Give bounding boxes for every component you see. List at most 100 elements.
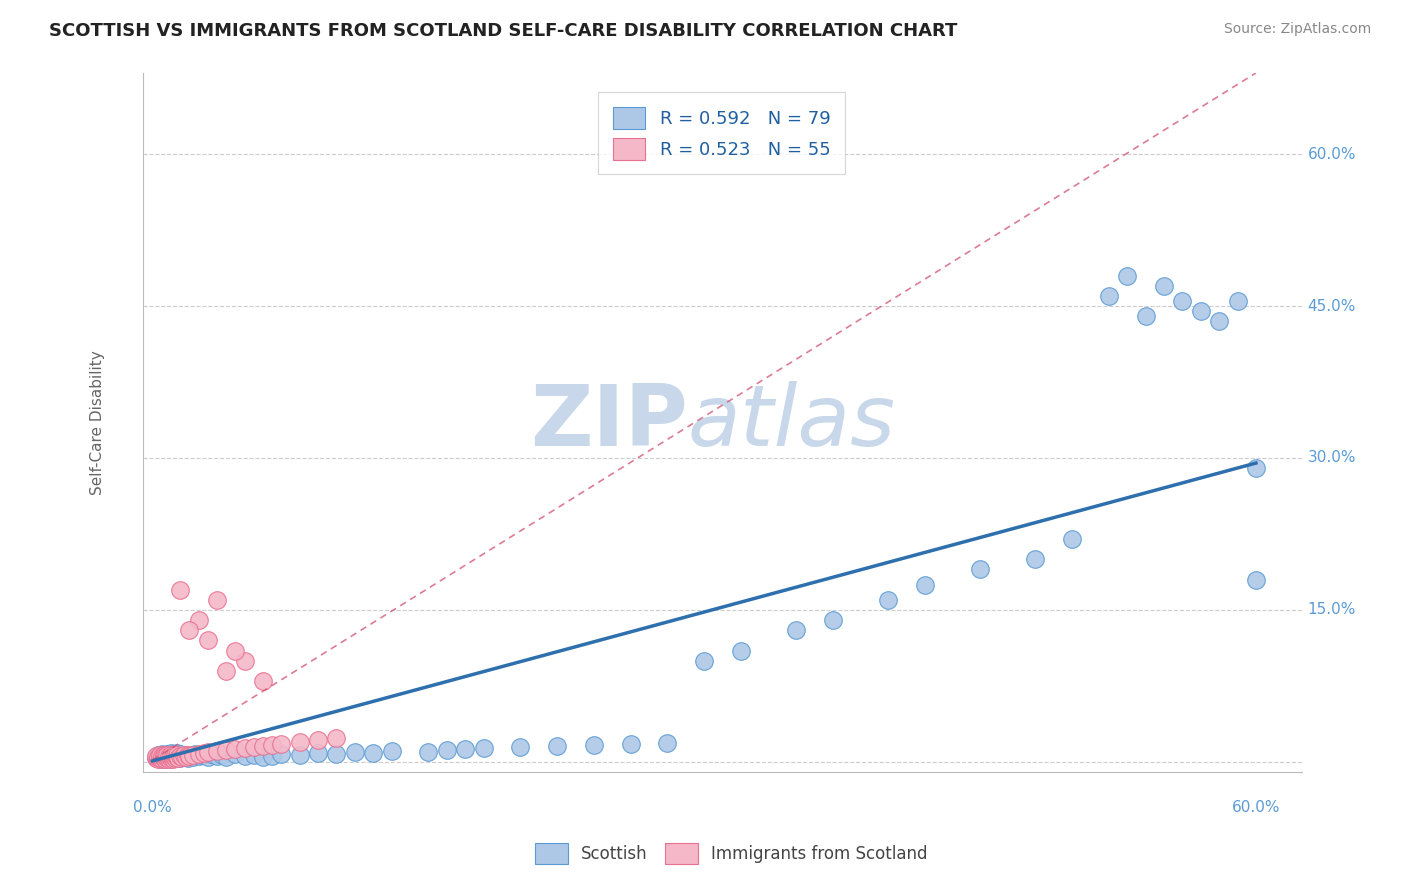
Point <box>242 747 264 762</box>
Point <box>160 752 183 766</box>
Point <box>157 752 180 766</box>
Point <box>176 747 198 762</box>
Point <box>145 750 167 764</box>
Point <box>215 664 238 678</box>
Point <box>170 748 193 763</box>
Text: 60.0%: 60.0% <box>1232 800 1281 815</box>
Point <box>215 750 238 764</box>
Point <box>1226 293 1249 308</box>
Point <box>224 643 246 657</box>
Point <box>205 748 228 763</box>
Point <box>418 745 440 759</box>
Point <box>233 748 256 763</box>
Point <box>191 747 214 762</box>
Point <box>211 747 233 762</box>
Text: atlas: atlas <box>688 381 896 464</box>
Point <box>162 748 184 763</box>
Point <box>169 748 191 763</box>
Point <box>1153 278 1175 293</box>
Point <box>176 751 198 765</box>
Point <box>1116 268 1139 283</box>
Point <box>160 751 183 765</box>
Point <box>307 746 329 760</box>
Point <box>156 751 179 765</box>
Point <box>1189 304 1212 318</box>
Point <box>146 747 169 762</box>
Point <box>1060 532 1083 546</box>
Point <box>146 752 169 766</box>
Point <box>187 613 209 627</box>
Point <box>163 750 186 764</box>
Text: ZIP: ZIP <box>530 381 688 464</box>
Point <box>179 624 201 638</box>
Point <box>914 577 936 591</box>
Point <box>150 752 173 766</box>
Point <box>163 747 186 762</box>
Point <box>181 747 204 762</box>
Point <box>157 750 180 764</box>
Point <box>325 731 347 745</box>
Point <box>620 737 643 751</box>
Point <box>242 739 264 754</box>
Point <box>166 748 188 763</box>
Point <box>184 747 207 761</box>
Point <box>145 748 167 763</box>
Point <box>146 750 169 764</box>
Point <box>262 748 284 763</box>
Point <box>160 747 183 762</box>
Point <box>325 747 347 761</box>
Point <box>156 747 179 762</box>
Point <box>170 750 193 764</box>
Point <box>1171 293 1194 308</box>
Point <box>233 654 256 668</box>
Point <box>381 744 404 758</box>
Point <box>156 747 179 761</box>
Point <box>1244 573 1267 587</box>
Point <box>155 748 177 763</box>
Legend: Scottish, Immigrants from Scotland: Scottish, Immigrants from Scotland <box>527 837 935 871</box>
Point <box>163 747 186 762</box>
Point <box>163 751 186 765</box>
Point <box>167 751 190 765</box>
Point <box>181 750 204 764</box>
Text: Self-Care Disability: Self-Care Disability <box>90 351 104 495</box>
Text: 15.0%: 15.0% <box>1308 602 1355 617</box>
Point <box>224 741 246 756</box>
Point <box>197 745 219 759</box>
Point <box>187 748 209 763</box>
Point <box>197 750 219 764</box>
Point <box>149 747 172 762</box>
Text: Source: ZipAtlas.com: Source: ZipAtlas.com <box>1223 22 1371 37</box>
Point <box>173 747 195 762</box>
Point <box>197 633 219 648</box>
Point <box>157 747 180 762</box>
Point <box>657 736 679 750</box>
Point <box>166 746 188 760</box>
Point <box>472 740 495 755</box>
Point <box>169 582 191 597</box>
Point <box>174 747 197 762</box>
Point <box>179 748 201 763</box>
Point <box>693 654 716 668</box>
Point <box>145 751 167 765</box>
Point <box>454 741 477 756</box>
Point <box>152 750 174 764</box>
Point <box>252 739 274 753</box>
Point <box>821 613 844 627</box>
Point <box>187 747 209 761</box>
Point <box>166 750 188 764</box>
Point <box>436 743 458 757</box>
Text: 0.0%: 0.0% <box>134 800 172 815</box>
Point <box>224 747 246 761</box>
Point <box>162 747 184 761</box>
Point <box>152 747 174 762</box>
Point <box>1098 289 1121 303</box>
Point <box>193 746 215 760</box>
Point <box>1135 309 1157 323</box>
Point <box>1244 461 1267 475</box>
Point <box>1208 314 1230 328</box>
Point <box>150 748 173 763</box>
Point <box>169 751 191 765</box>
Point <box>160 746 183 760</box>
Point <box>200 747 222 761</box>
